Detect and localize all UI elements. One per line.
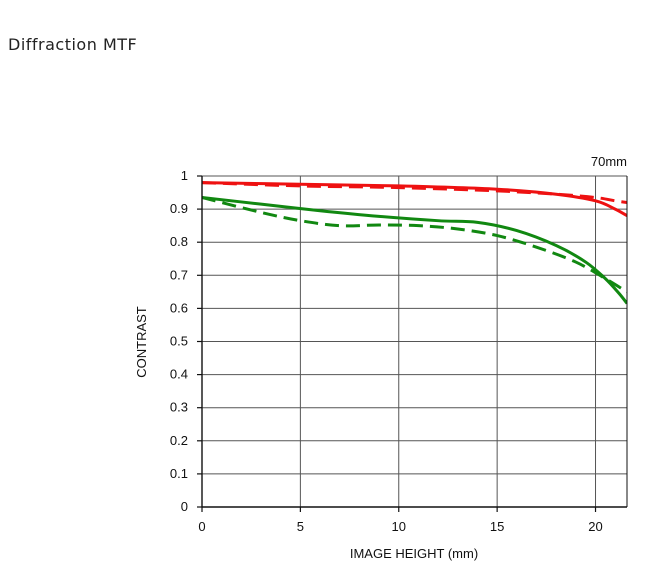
y-tick-label: 0.8 [170, 234, 188, 249]
y-tick-label: 0.1 [170, 466, 188, 481]
y-tick-label: 0 [181, 499, 188, 514]
y-tick-label: 0.7 [170, 267, 188, 282]
y-tick-label: 0.3 [170, 400, 188, 415]
y-tick-label: 0.9 [170, 201, 188, 216]
series-group [202, 181, 627, 305]
tick-labels: 00.10.20.30.40.50.60.70.80.910 5 10 15 20 [170, 168, 603, 534]
x-tick-label: 5 [297, 519, 304, 534]
y-tick-label: 1 [181, 168, 188, 183]
y-tick-label: 0.4 [170, 367, 188, 382]
green-solid-series-line [202, 196, 627, 305]
page-title: Diffraction MTF [8, 35, 138, 54]
x-tick-label: 15 [490, 519, 504, 534]
y-tick-label: 0.5 [170, 334, 188, 349]
axes [197, 175, 628, 512]
x-tick-label: 20 [588, 519, 602, 534]
y-axis-label: CONTRAST [134, 306, 149, 378]
red-dashed-series-line [202, 181, 627, 204]
red-solid-series-line [202, 181, 627, 218]
x-tick-label: 0 [198, 519, 205, 534]
y-tick-label: 0.2 [170, 433, 188, 448]
grid-lines [202, 175, 627, 507]
x-tick-label: 10 [392, 519, 406, 534]
green-dashed-series-line [202, 196, 627, 294]
y-tick-label: 0.6 [170, 300, 188, 315]
focal-length-annotation: 70mm [591, 154, 627, 169]
x-axis-label: IMAGE HEIGHT (mm) [350, 546, 478, 561]
